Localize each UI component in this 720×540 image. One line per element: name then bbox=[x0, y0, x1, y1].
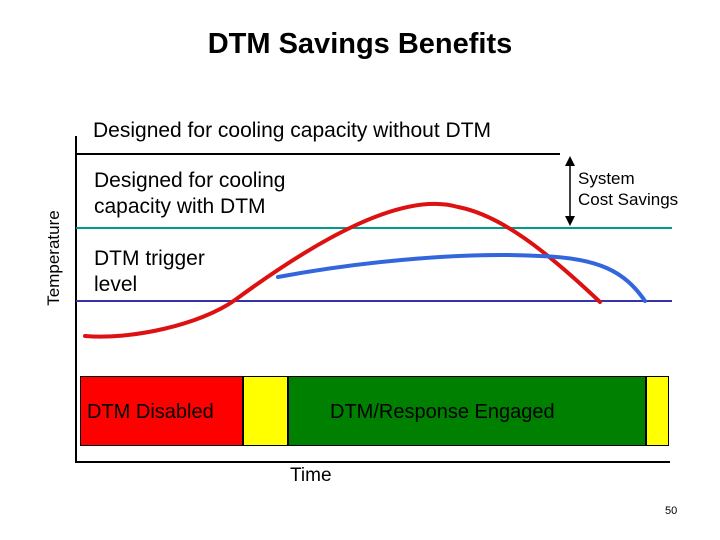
x-axis-label: Time bbox=[290, 465, 332, 486]
temperature-curve-without-dtm bbox=[83, 201, 602, 339]
transition-bar-end bbox=[646, 376, 669, 446]
dtm-disabled-bar bbox=[80, 376, 243, 446]
dtm-disabled-label: DTM Disabled bbox=[87, 401, 214, 423]
cost-savings-arrowhead-top bbox=[565, 156, 575, 166]
system-cost-savings-label: System Cost Savings bbox=[578, 169, 679, 209]
slide-title: DTM Savings Benefits bbox=[207, 28, 513, 60]
dtm-engaged-label: DTM/Response Engaged bbox=[330, 401, 555, 423]
with-dtm-label: Designed for cooling capacity with DTM bbox=[94, 169, 286, 218]
dtm-engaged-bar bbox=[288, 376, 646, 446]
without-dtm-label: Designed for cooling capacity without DT… bbox=[93, 119, 492, 142]
y-axis-label: Temperature bbox=[44, 210, 63, 306]
cost-savings-arrowhead-bottom bbox=[565, 216, 575, 226]
page-number: 50 bbox=[665, 505, 678, 517]
transition-bar-start bbox=[243, 376, 288, 446]
trigger-level-label: DTM trigger level bbox=[94, 247, 205, 296]
temperature-curve-with-dtm bbox=[276, 252, 647, 303]
